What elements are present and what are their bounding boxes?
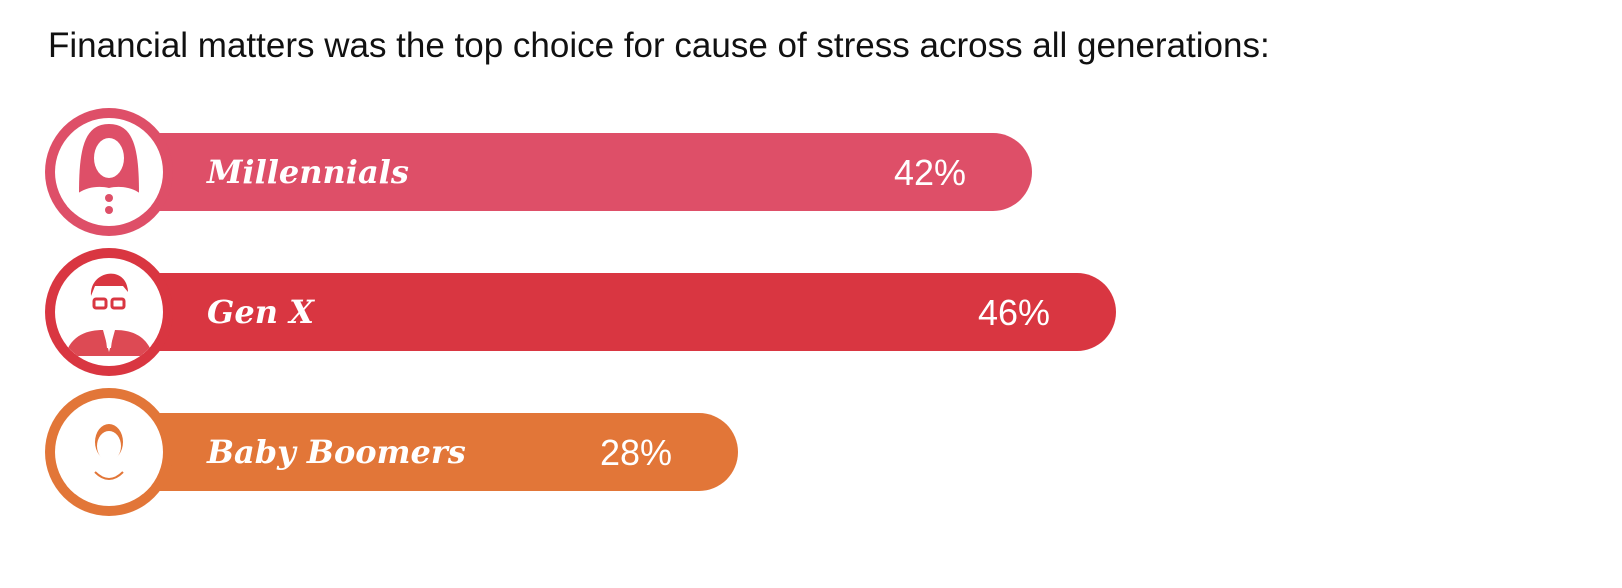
genx-man-glasses-icon (63, 273, 155, 356)
bar-millennials (150, 133, 1032, 211)
category-label: Gen X (207, 293, 315, 331)
baby-boomer-woman-icon (63, 410, 155, 494)
value-label: 46% (978, 292, 1050, 333)
category-label: Millennials (206, 153, 409, 191)
bar-baby-boomers (150, 413, 738, 491)
value-label: 42% (894, 152, 966, 193)
bar-gen-x (150, 273, 1116, 351)
category-label: Baby Boomers (206, 433, 466, 471)
value-label: 28% (600, 432, 672, 473)
chart-title: Financial matters was the top choice for… (48, 26, 1270, 65)
millennial-woman-icon (65, 124, 153, 214)
